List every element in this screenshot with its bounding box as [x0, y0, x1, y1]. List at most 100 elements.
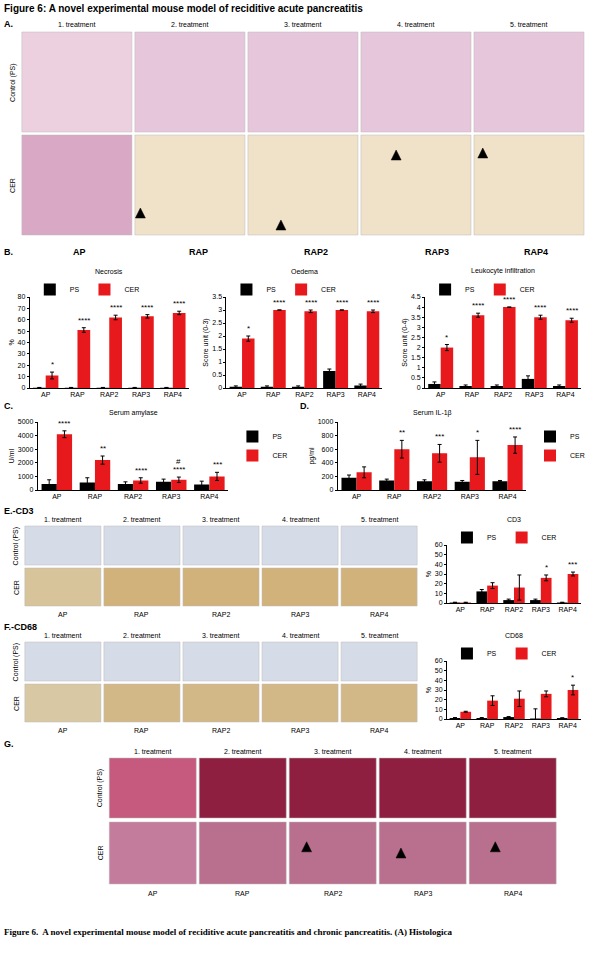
svg-text:RAP4: RAP4: [524, 247, 548, 257]
svg-text:RAP4: RAP4: [556, 391, 574, 398]
svg-text:RAP2: RAP2: [505, 722, 523, 729]
svg-text:**: **: [100, 444, 106, 453]
svg-text:5. treatment: 5. treatment: [494, 748, 531, 755]
svg-text:RAP4: RAP4: [164, 391, 182, 398]
svg-text:4.5: 4.5: [411, 293, 421, 300]
svg-text:50: 50: [18, 328, 26, 335]
svg-text:CER: CER: [13, 696, 20, 711]
svg-text:****: ****: [273, 298, 285, 307]
svg-text:RAP: RAP: [189, 247, 208, 257]
svg-text:60: 60: [435, 541, 443, 548]
svg-text:****: ****: [173, 299, 185, 308]
svg-text:****: ****: [173, 465, 185, 474]
svg-text:1. treatment: 1. treatment: [58, 21, 95, 28]
svg-text:2. treatment: 2. treatment: [123, 516, 160, 523]
svg-text:RAP3: RAP3: [291, 727, 309, 734]
svg-text:RAP2: RAP2: [212, 611, 230, 618]
svg-text:***: ***: [568, 560, 577, 569]
svg-text:RAP4: RAP4: [358, 391, 376, 398]
svg-text:CER: CER: [13, 580, 20, 595]
svg-text:5. treatment: 5. treatment: [361, 516, 398, 523]
svg-text:1. treatment: 1. treatment: [44, 516, 81, 523]
svg-text:2. treatment: 2. treatment: [123, 632, 160, 639]
svg-text:60: 60: [435, 657, 443, 664]
svg-text:CER: CER: [97, 846, 104, 861]
svg-text:AP: AP: [148, 890, 158, 897]
svg-text:****: ****: [503, 295, 515, 304]
svg-text:2.5: 2.5: [212, 319, 222, 326]
svg-text:RAP2: RAP2: [494, 391, 512, 398]
svg-text:RAP3: RAP3: [532, 606, 550, 613]
svg-text:1000: 1000: [318, 418, 334, 425]
svg-text:*: *: [445, 333, 448, 342]
svg-text:RAP: RAP: [70, 391, 85, 398]
svg-text:2000: 2000: [18, 459, 34, 466]
svg-text:RAP4: RAP4: [200, 493, 218, 500]
svg-text:#: #: [176, 457, 181, 466]
svg-text:60: 60: [18, 316, 26, 323]
svg-text:Figure 6: A novel experimental: Figure 6: A novel experimental mouse mod…: [4, 3, 363, 14]
svg-text:****: ****: [305, 298, 317, 307]
svg-text:PS: PS: [487, 534, 497, 541]
svg-text:3. treatment: 3. treatment: [202, 516, 239, 523]
svg-text:AP: AP: [237, 391, 247, 398]
svg-text:1.5: 1.5: [411, 354, 421, 361]
svg-text:****: ****: [566, 306, 578, 315]
svg-text:RAP3: RAP3: [291, 611, 309, 618]
svg-text:RAP2: RAP2: [100, 391, 118, 398]
svg-text:RAP4: RAP4: [498, 493, 516, 500]
svg-text:Leukocyte infiltration: Leukocyte infiltration: [471, 267, 535, 275]
svg-text:%: %: [425, 687, 432, 693]
svg-text:CER: CER: [542, 534, 557, 541]
svg-text:AP: AP: [73, 247, 86, 257]
svg-text:PS: PS: [570, 433, 580, 440]
svg-text:RAP: RAP: [480, 722, 495, 729]
svg-text:AP: AP: [41, 391, 51, 398]
svg-text:Control (PS): Control (PS): [96, 769, 104, 808]
svg-text:0: 0: [417, 384, 421, 391]
svg-text:%: %: [8, 339, 15, 345]
svg-text:AP: AP: [352, 493, 362, 500]
svg-text:*: *: [545, 563, 548, 572]
svg-text:20: 20: [435, 580, 443, 587]
svg-text:1.5: 1.5: [212, 345, 222, 352]
svg-text:1000: 1000: [18, 473, 34, 480]
svg-text:40: 40: [435, 561, 443, 568]
svg-text:RAP2: RAP2: [304, 247, 328, 257]
svg-text:RAP2: RAP2: [295, 391, 313, 398]
svg-text:****: ****: [472, 301, 484, 310]
svg-text:%: %: [425, 571, 432, 577]
svg-text:CER: CER: [321, 286, 336, 293]
svg-text:0: 0: [329, 486, 333, 493]
svg-text:*: *: [51, 360, 54, 369]
svg-text:RAP3: RAP3: [326, 391, 344, 398]
svg-text:RAP: RAP: [134, 611, 149, 618]
svg-text:4. treatment: 4. treatment: [282, 632, 319, 639]
svg-text:RAP2: RAP2: [505, 606, 523, 613]
svg-text:CER: CER: [124, 286, 139, 293]
svg-text:800: 800: [322, 432, 334, 439]
svg-text:****: ****: [141, 303, 153, 312]
svg-text:0: 0: [439, 599, 443, 606]
svg-text:1: 1: [218, 358, 222, 365]
svg-text:Oedema: Oedema: [291, 268, 318, 275]
svg-text:*: *: [571, 673, 574, 682]
svg-text:40: 40: [435, 677, 443, 684]
svg-text:2. treatment: 2. treatment: [171, 21, 208, 28]
svg-text:CER: CER: [542, 650, 557, 657]
svg-text:B.: B.: [4, 247, 13, 257]
svg-text:0: 0: [218, 384, 222, 391]
svg-text:2.5: 2.5: [411, 334, 421, 341]
svg-text:3: 3: [218, 306, 222, 313]
svg-text:50: 50: [435, 551, 443, 558]
svg-text:20: 20: [435, 696, 443, 703]
svg-text:3.5: 3.5: [411, 314, 421, 321]
svg-text:200: 200: [322, 473, 334, 480]
svg-text:4. treatment: 4. treatment: [397, 21, 434, 28]
svg-text:PS: PS: [465, 286, 475, 293]
svg-text:RAP3: RAP3: [132, 391, 150, 398]
svg-text:0: 0: [21, 384, 25, 391]
svg-text:D.: D.: [300, 401, 309, 411]
svg-text:PS: PS: [70, 286, 80, 293]
svg-text:****: ****: [110, 303, 122, 312]
